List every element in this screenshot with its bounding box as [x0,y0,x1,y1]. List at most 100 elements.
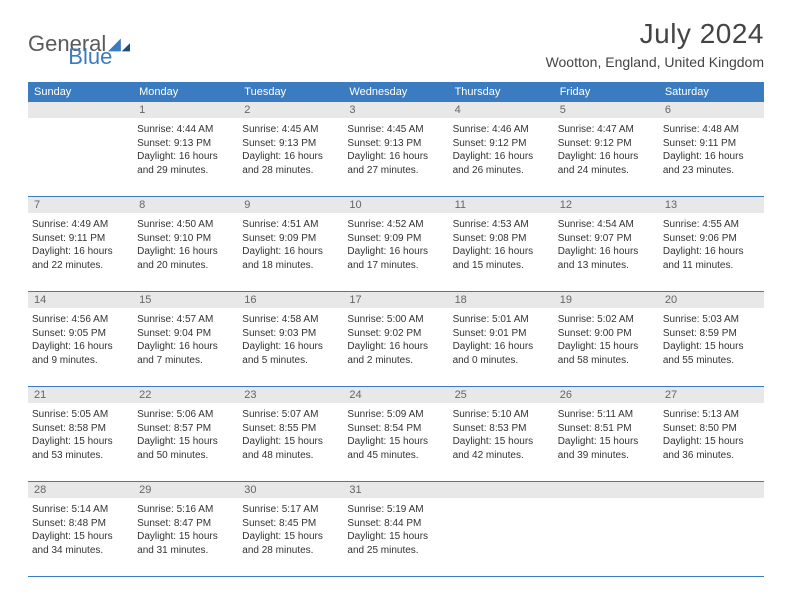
sunrise-line: Sunrise: 5:03 AM [663,313,760,327]
calendar-cell: Sunrise: 5:07 AMSunset: 8:55 PMDaylight:… [238,403,343,481]
cell-content: Sunrise: 5:00 AMSunset: 9:02 PMDaylight:… [347,311,444,367]
sunset-line: Sunset: 9:11 PM [663,137,760,151]
sunset-line: Sunset: 9:13 PM [347,137,444,151]
title-block: July 2024 Wootton, England, United Kingd… [546,18,764,70]
logo: General Blue [28,18,112,70]
sunset-line: Sunset: 9:13 PM [137,137,234,151]
calendar-cell: Sunrise: 4:55 AMSunset: 9:06 PMDaylight:… [659,213,764,291]
sunset-line: Sunset: 8:58 PM [32,422,129,436]
day-number: 5 [554,102,659,118]
location: Wootton, England, United Kingdom [546,54,764,70]
sunset-line: Sunset: 8:47 PM [137,517,234,531]
sunset-line: Sunset: 9:08 PM [453,232,550,246]
calendar-cell: Sunrise: 5:19 AMSunset: 8:44 PMDaylight:… [343,498,448,576]
cell-content: Sunrise: 4:45 AMSunset: 9:13 PMDaylight:… [242,121,339,177]
header: General Blue July 2024 Wootton, England,… [28,18,764,70]
daylight-line: Daylight: 16 hours and 5 minutes. [242,340,339,367]
calendar-cell: Sunrise: 4:46 AMSunset: 9:12 PMDaylight:… [449,118,554,196]
sunset-line: Sunset: 9:12 PM [558,137,655,151]
sunset-line: Sunset: 8:54 PM [347,422,444,436]
sunrise-line: Sunrise: 5:13 AM [663,408,760,422]
day-number: 2 [238,102,343,118]
sunset-line: Sunset: 9:11 PM [32,232,129,246]
daylight-line: Daylight: 16 hours and 22 minutes. [32,245,129,272]
calendar-cell: Sunrise: 5:11 AMSunset: 8:51 PMDaylight:… [554,403,659,481]
sunset-line: Sunset: 8:50 PM [663,422,760,436]
day-number: 1 [133,102,238,118]
cell-content: Sunrise: 4:49 AMSunset: 9:11 PMDaylight:… [32,216,129,272]
sunset-line: Sunset: 9:02 PM [347,327,444,341]
cell-content: Sunrise: 4:44 AMSunset: 9:13 PMDaylight:… [137,121,234,177]
sunset-line: Sunset: 9:00 PM [558,327,655,341]
calendar-cell: Sunrise: 5:10 AMSunset: 8:53 PMDaylight:… [449,403,554,481]
cell-content: Sunrise: 5:10 AMSunset: 8:53 PMDaylight:… [453,406,550,462]
calendar-cell: Sunrise: 5:03 AMSunset: 8:59 PMDaylight:… [659,308,764,386]
calendar-cell: Sunrise: 4:58 AMSunset: 9:03 PMDaylight:… [238,308,343,386]
sunrise-line: Sunrise: 5:17 AM [242,503,339,517]
sunrise-line: Sunrise: 5:19 AM [347,503,444,517]
daylight-line: Daylight: 16 hours and 27 minutes. [347,150,444,177]
calendar-cell: Sunrise: 5:13 AMSunset: 8:50 PMDaylight:… [659,403,764,481]
cell-content: Sunrise: 4:52 AMSunset: 9:09 PMDaylight:… [347,216,444,272]
daylight-line: Daylight: 16 hours and 13 minutes. [558,245,655,272]
daylight-line: Daylight: 15 hours and 45 minutes. [347,435,444,462]
daylight-line: Daylight: 16 hours and 2 minutes. [347,340,444,367]
weekday-label: Tuesday [238,82,343,102]
daylight-line: Daylight: 16 hours and 23 minutes. [663,150,760,177]
cell-content: Sunrise: 5:07 AMSunset: 8:55 PMDaylight:… [242,406,339,462]
sunrise-line: Sunrise: 4:58 AM [242,313,339,327]
daylight-line: Daylight: 15 hours and 39 minutes. [558,435,655,462]
sunrise-line: Sunrise: 4:44 AM [137,123,234,137]
cell-content: Sunrise: 4:55 AMSunset: 9:06 PMDaylight:… [663,216,760,272]
cell-content: Sunrise: 5:13 AMSunset: 8:50 PMDaylight:… [663,406,760,462]
day-number: 14 [28,292,133,308]
sunset-line: Sunset: 9:01 PM [453,327,550,341]
calendar-cell: Sunrise: 5:02 AMSunset: 9:00 PMDaylight:… [554,308,659,386]
calendar-week-row: Sunrise: 4:56 AMSunset: 9:05 PMDaylight:… [28,308,764,387]
day-number: 10 [343,197,448,213]
calendar-cell: Sunrise: 5:16 AMSunset: 8:47 PMDaylight:… [133,498,238,576]
daylight-line: Daylight: 16 hours and 11 minutes. [663,245,760,272]
day-number: 24 [343,387,448,403]
cell-content: Sunrise: 5:02 AMSunset: 9:00 PMDaylight:… [558,311,655,367]
sunrise-line: Sunrise: 5:00 AM [347,313,444,327]
sunrise-line: Sunrise: 4:57 AM [137,313,234,327]
sunset-line: Sunset: 9:06 PM [663,232,760,246]
day-number: 16 [238,292,343,308]
calendar-cell: Sunrise: 4:50 AMSunset: 9:10 PMDaylight:… [133,213,238,291]
calendar-cell [449,498,554,576]
sunrise-line: Sunrise: 4:55 AM [663,218,760,232]
sunrise-line: Sunrise: 5:02 AM [558,313,655,327]
sunrise-line: Sunrise: 4:54 AM [558,218,655,232]
weekday-label: Sunday [28,82,133,102]
daylight-line: Daylight: 15 hours and 42 minutes. [453,435,550,462]
cell-content: Sunrise: 5:14 AMSunset: 8:48 PMDaylight:… [32,501,129,557]
sunset-line: Sunset: 9:09 PM [242,232,339,246]
calendar-cell [554,498,659,576]
day-number: 9 [238,197,343,213]
daylight-line: Daylight: 15 hours and 48 minutes. [242,435,339,462]
cell-content: Sunrise: 4:51 AMSunset: 9:09 PMDaylight:… [242,216,339,272]
cell-content: Sunrise: 4:47 AMSunset: 9:12 PMDaylight:… [558,121,655,177]
day-number: 31 [343,482,448,498]
daylight-line: Daylight: 16 hours and 15 minutes. [453,245,550,272]
day-number: 29 [133,482,238,498]
daylight-line: Daylight: 15 hours and 50 minutes. [137,435,234,462]
calendar-cell: Sunrise: 5:17 AMSunset: 8:45 PMDaylight:… [238,498,343,576]
daylight-line: Daylight: 15 hours and 36 minutes. [663,435,760,462]
cell-content: Sunrise: 4:45 AMSunset: 9:13 PMDaylight:… [347,121,444,177]
day-number [28,102,133,118]
logo-text-blue: Blue [68,44,112,70]
sunset-line: Sunset: 8:48 PM [32,517,129,531]
calendar-cell: Sunrise: 4:45 AMSunset: 9:13 PMDaylight:… [343,118,448,196]
day-number: 17 [343,292,448,308]
sunset-line: Sunset: 9:05 PM [32,327,129,341]
month-title: July 2024 [546,18,764,50]
cell-content: Sunrise: 4:58 AMSunset: 9:03 PMDaylight:… [242,311,339,367]
calendar-cell: Sunrise: 5:06 AMSunset: 8:57 PMDaylight:… [133,403,238,481]
cell-content: Sunrise: 5:05 AMSunset: 8:58 PMDaylight:… [32,406,129,462]
calendar-cell: Sunrise: 4:45 AMSunset: 9:13 PMDaylight:… [238,118,343,196]
day-number: 21 [28,387,133,403]
sunrise-line: Sunrise: 4:45 AM [347,123,444,137]
sunrise-line: Sunrise: 4:49 AM [32,218,129,232]
